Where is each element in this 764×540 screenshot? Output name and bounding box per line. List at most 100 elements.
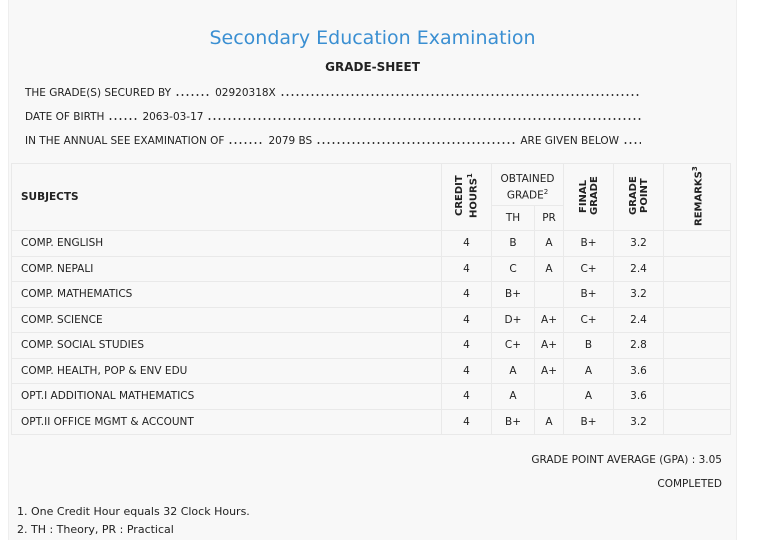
header-text: CREDIT HOURS	[453, 175, 480, 218]
table-row: COMP. SCIENCE 4 D+ A+ C+ 2.4	[11, 306, 732, 333]
th: A	[491, 357, 535, 384]
gpa: GRADE POINT AVERAGE (GPA) : 3.05	[9, 454, 722, 466]
gpa-label: GRADE POINT AVERAGE (GPA) :	[531, 454, 696, 466]
grade-point: 3.2	[613, 408, 665, 435]
th: B+	[491, 281, 535, 308]
status: COMPLETED	[657, 478, 722, 490]
column-header: REMARKS3	[690, 166, 704, 226]
pr: A	[533, 408, 565, 435]
header-text: REMARKS	[693, 170, 705, 226]
th: C+	[491, 332, 535, 359]
subject: COMP. SCIENCE	[11, 306, 442, 333]
subject: OPT.II OFFICE MGMT & ACCOUNT	[11, 408, 442, 435]
table-row: COMP. NEPALI 4 C A C+ 2.4	[11, 255, 732, 282]
pr: A+	[533, 357, 565, 384]
label: IN THE ANNUAL SEE EXAMINATION OF	[25, 135, 225, 147]
footnote-marker: 2	[543, 187, 549, 196]
remarks	[663, 383, 732, 410]
title: Secondary Education Examination	[209, 27, 536, 49]
column-header: CREDIT HOURS1	[454, 172, 479, 220]
footnote-marker: 1	[465, 173, 474, 178]
footnote-marker: 3	[690, 165, 699, 171]
final-grade: B+	[563, 230, 615, 257]
info-line: IN THE ANNUAL SEE EXAMINATION OF 2079 BS…	[25, 135, 645, 147]
table-row: OPT.I ADDITIONAL MATHEMATICS 4 A A 3.6	[11, 383, 732, 410]
info-line: DATE OF BIRTH 2063-03-17	[25, 111, 645, 123]
credit-hours: 4	[441, 281, 492, 308]
credit-hours: 4	[441, 383, 492, 410]
table-body: COMP. ENGLISH 4 B A B+ 3.2 COMP. NEPALI 4 C A C+ 2.…	[11, 230, 732, 435]
label: ARE GIVEN BELOW	[520, 135, 619, 147]
credit-hours: 4	[441, 230, 492, 257]
remarks	[663, 230, 732, 257]
header-text: OBTAINED GRADE	[500, 172, 555, 202]
grade-table: SUBJECTS CREDIT HOURS1 OBTAINED GRADE2 F…	[11, 163, 732, 435]
gpa-value: 3.05	[698, 454, 722, 466]
subject: COMP. MATHEMATICS	[11, 281, 442, 308]
th: B	[491, 230, 535, 257]
final-grade: B+	[563, 408, 615, 435]
value: 2079 BS	[268, 135, 313, 147]
credit-hours: 4	[441, 332, 492, 359]
grade-point: 2.8	[613, 332, 665, 359]
final-grade: A	[563, 357, 615, 384]
label: DATE OF BIRTH	[25, 111, 105, 123]
final-grade: A	[563, 383, 615, 410]
grade-point: 2.4	[613, 306, 665, 333]
pr: A+	[533, 306, 565, 333]
column-header: SUBJECTS	[11, 163, 442, 231]
th: B+	[491, 408, 535, 435]
credit-hours: 4	[441, 357, 492, 384]
remarks	[663, 408, 732, 435]
grade-point: 3.2	[613, 230, 665, 257]
remarks	[663, 255, 732, 282]
pr	[533, 281, 565, 308]
remarks	[663, 357, 732, 384]
column-header: TH	[491, 205, 535, 231]
pr: A	[533, 255, 565, 282]
table-row: COMP. MATHEMATICS 4 B+ B+ 3.2	[11, 281, 732, 308]
table-row: COMP. ENGLISH 4 B A B+ 3.2	[11, 230, 732, 257]
final-grade: C+	[563, 255, 615, 282]
grade-point: 3.6	[613, 357, 665, 384]
subtitle: GRADE-SHEET	[325, 60, 420, 74]
value: 02920318X	[215, 87, 276, 99]
credit-hours: 4	[441, 255, 492, 282]
credit-hours: 4	[441, 306, 492, 333]
remarks	[663, 332, 732, 359]
subject: COMP. NEPALI	[11, 255, 442, 282]
subject: COMP. SOCIAL STUDIES	[11, 332, 442, 359]
final-grade: B	[563, 332, 615, 359]
table-row: COMP. SOCIAL STUDIES 4 C+ A+ B 2.8	[11, 332, 732, 359]
th: A	[491, 383, 535, 410]
pr: A	[533, 230, 565, 257]
subject: OPT.I ADDITIONAL MATHEMATICS	[11, 383, 442, 410]
column-header: FINAL GRADE	[577, 176, 600, 215]
th: D+	[491, 306, 535, 333]
credit-hours: 4	[441, 408, 492, 435]
grade-point: 3.6	[613, 383, 665, 410]
value: 2063-03-17	[142, 111, 204, 123]
column-header: GRADE POINT	[627, 176, 650, 215]
grade-point: 2.4	[613, 255, 665, 282]
footnote: 2. TH : Theory, PR : Practical	[17, 523, 174, 536]
th: C	[491, 255, 535, 282]
column-header: OBTAINED GRADE2	[490, 163, 565, 206]
final-grade: C+	[563, 306, 615, 333]
remarks	[663, 306, 732, 333]
subject: COMP. HEALTH, POP & ENV EDU	[11, 357, 442, 384]
table-row: COMP. HEALTH, POP & ENV EDU 4 A A+ A 3.6	[11, 357, 732, 384]
remarks	[663, 281, 732, 308]
pr	[533, 383, 565, 410]
info-line: THE GRADE(S) SECURED BY 02920318X	[25, 87, 645, 99]
table-row: OPT.II OFFICE MGMT & ACCOUNT 4 B+ A B+ 3.2	[11, 408, 732, 435]
footnote: 1. One Credit Hour equals 32 Clock Hours…	[17, 505, 250, 518]
grade-point: 3.2	[613, 281, 665, 308]
final-grade: B+	[563, 281, 615, 308]
grade-sheet: Secondary Education Examination GRADE-SH…	[8, 0, 737, 540]
pr: A+	[533, 332, 565, 359]
subject: COMP. ENGLISH	[11, 230, 442, 257]
column-header: PR	[533, 205, 565, 231]
label: THE GRADE(S) SECURED BY	[25, 87, 172, 99]
